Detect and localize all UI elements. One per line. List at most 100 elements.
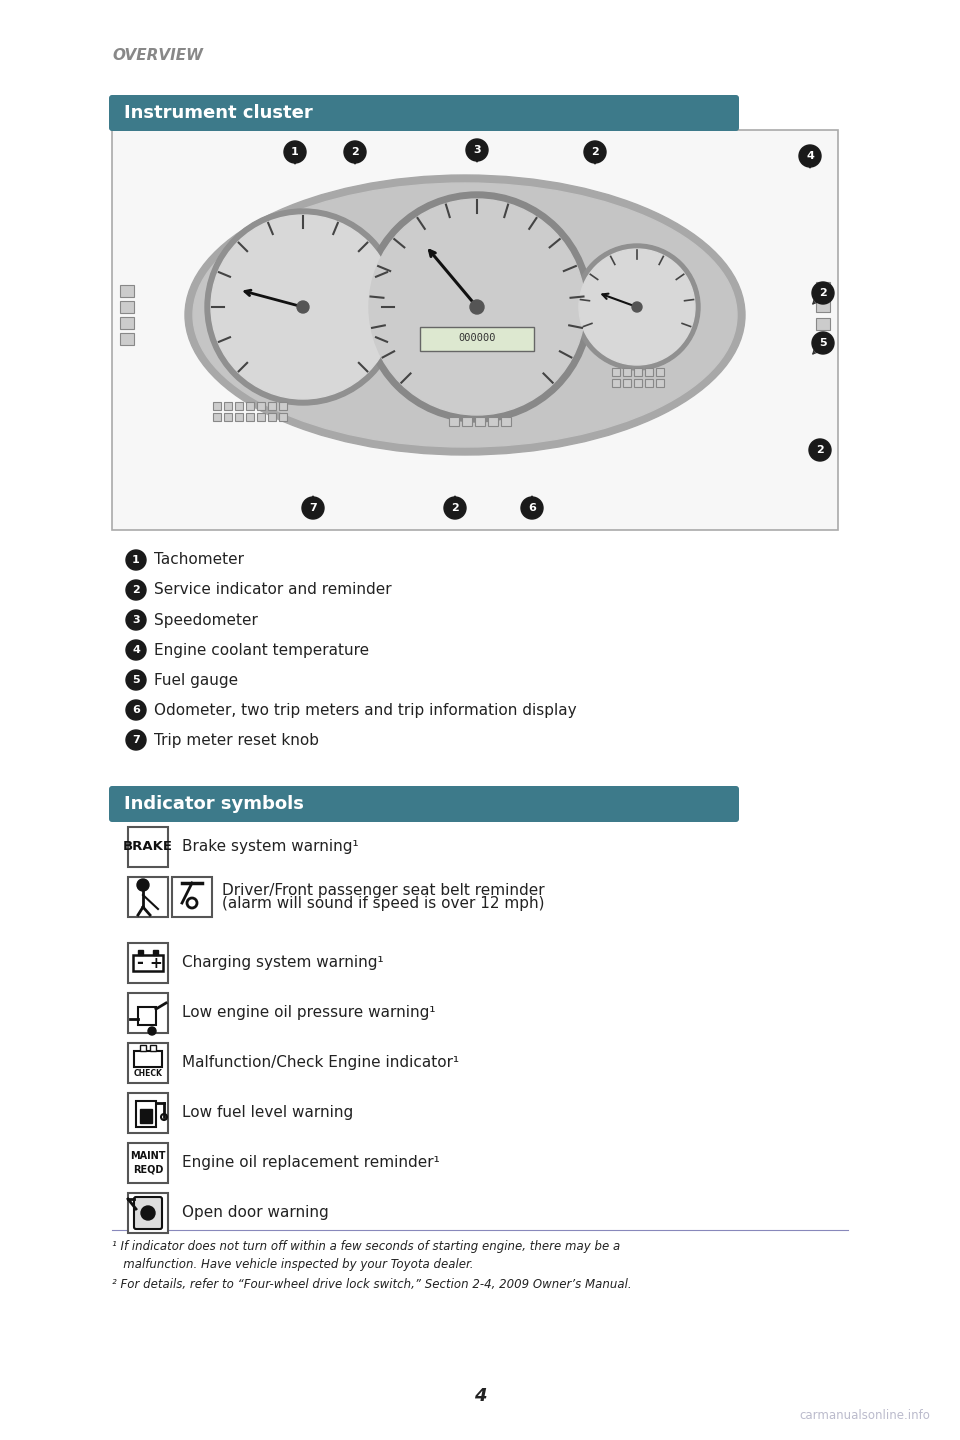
FancyBboxPatch shape: [140, 1045, 146, 1051]
Text: 7: 7: [309, 503, 317, 513]
Text: Odometer, two trip meters and trip information display: Odometer, two trip meters and trip infor…: [154, 703, 577, 717]
Text: Tachometer: Tachometer: [154, 553, 244, 567]
FancyBboxPatch shape: [612, 369, 620, 376]
Circle shape: [466, 140, 488, 161]
Text: 5: 5: [819, 338, 827, 348]
Text: Service indicator and reminder: Service indicator and reminder: [154, 583, 392, 598]
FancyBboxPatch shape: [224, 402, 232, 410]
Text: CHECK: CHECK: [133, 1070, 162, 1079]
Text: Fuel gauge: Fuel gauge: [154, 672, 238, 687]
Text: 4: 4: [473, 1387, 487, 1405]
Text: Malfunction/Check Engine indicator¹: Malfunction/Check Engine indicator¹: [182, 1056, 459, 1070]
Text: 4: 4: [132, 645, 140, 655]
Text: (alarm will sound if speed is over 12 mph): (alarm will sound if speed is over 12 mp…: [222, 896, 544, 912]
Circle shape: [812, 333, 834, 354]
FancyBboxPatch shape: [257, 413, 265, 420]
Text: carmanualsonline.info: carmanualsonline.info: [799, 1408, 930, 1423]
FancyBboxPatch shape: [224, 413, 232, 420]
Text: 3: 3: [473, 145, 481, 156]
Text: Engine oil replacement reminder¹: Engine oil replacement reminder¹: [182, 1155, 440, 1171]
Text: Driver/Front passenger seat belt reminder: Driver/Front passenger seat belt reminde…: [222, 883, 544, 899]
FancyBboxPatch shape: [623, 369, 631, 376]
FancyBboxPatch shape: [150, 1045, 156, 1051]
FancyBboxPatch shape: [279, 402, 287, 410]
Circle shape: [812, 282, 834, 304]
Text: 3: 3: [132, 615, 140, 625]
Circle shape: [809, 439, 831, 461]
Text: ¹ If indicator does not turn off within a few seconds of starting engine, there : ¹ If indicator does not turn off within …: [112, 1240, 620, 1253]
FancyBboxPatch shape: [634, 369, 642, 376]
FancyBboxPatch shape: [816, 300, 830, 312]
FancyBboxPatch shape: [257, 402, 265, 410]
Circle shape: [470, 300, 484, 314]
Text: 2: 2: [451, 503, 459, 513]
Text: 6: 6: [528, 503, 536, 513]
Text: 2: 2: [591, 147, 599, 157]
Circle shape: [584, 141, 606, 163]
FancyBboxPatch shape: [501, 418, 511, 426]
Circle shape: [148, 1027, 156, 1035]
FancyBboxPatch shape: [120, 285, 134, 297]
Circle shape: [799, 145, 821, 167]
Text: Instrument cluster: Instrument cluster: [124, 104, 313, 122]
Text: 2: 2: [819, 288, 827, 298]
FancyBboxPatch shape: [462, 418, 472, 426]
FancyBboxPatch shape: [246, 413, 254, 420]
Ellipse shape: [193, 183, 737, 446]
FancyBboxPatch shape: [279, 413, 287, 420]
Text: 4: 4: [806, 151, 814, 161]
Text: malfunction. Have vehicle inspected by your Toyota dealer.: malfunction. Have vehicle inspected by y…: [112, 1259, 473, 1272]
FancyBboxPatch shape: [420, 327, 534, 351]
FancyBboxPatch shape: [816, 282, 830, 294]
FancyBboxPatch shape: [213, 413, 221, 420]
Text: 2: 2: [816, 445, 824, 455]
Text: 2: 2: [132, 585, 140, 595]
FancyBboxPatch shape: [645, 369, 653, 376]
Circle shape: [126, 580, 146, 600]
Text: Open door warning: Open door warning: [182, 1205, 328, 1221]
FancyBboxPatch shape: [213, 402, 221, 410]
Circle shape: [126, 611, 146, 631]
Circle shape: [362, 192, 592, 422]
Text: MAINT: MAINT: [131, 1151, 166, 1161]
Text: Charging system warning¹: Charging system warning¹: [182, 956, 384, 971]
Text: Speedometer: Speedometer: [154, 612, 258, 628]
Circle shape: [297, 301, 309, 312]
FancyBboxPatch shape: [128, 1043, 168, 1083]
FancyBboxPatch shape: [140, 1109, 152, 1123]
FancyBboxPatch shape: [235, 402, 243, 410]
FancyBboxPatch shape: [109, 786, 739, 822]
FancyBboxPatch shape: [128, 994, 168, 1032]
FancyBboxPatch shape: [235, 413, 243, 420]
Text: 6: 6: [132, 706, 140, 716]
Text: 2: 2: [351, 147, 359, 157]
FancyBboxPatch shape: [268, 413, 276, 420]
Circle shape: [521, 497, 543, 518]
FancyBboxPatch shape: [656, 379, 664, 387]
FancyBboxPatch shape: [128, 1093, 168, 1133]
Text: 7: 7: [132, 734, 140, 744]
FancyBboxPatch shape: [128, 877, 168, 917]
FancyBboxPatch shape: [816, 318, 830, 330]
Text: 1: 1: [291, 147, 299, 157]
FancyBboxPatch shape: [656, 369, 664, 376]
Circle shape: [444, 497, 466, 518]
Text: Brake system warning¹: Brake system warning¹: [182, 840, 359, 854]
FancyBboxPatch shape: [645, 379, 653, 387]
Circle shape: [284, 141, 306, 163]
FancyBboxPatch shape: [109, 95, 739, 131]
FancyBboxPatch shape: [128, 1192, 168, 1233]
Circle shape: [126, 730, 146, 750]
Text: Engine coolant temperature: Engine coolant temperature: [154, 642, 370, 658]
Text: 5: 5: [132, 675, 140, 685]
Text: +: +: [150, 956, 162, 971]
Text: OVERVIEW: OVERVIEW: [112, 48, 203, 63]
FancyBboxPatch shape: [246, 402, 254, 410]
FancyBboxPatch shape: [138, 950, 143, 955]
Circle shape: [632, 302, 642, 312]
Text: 000000: 000000: [458, 333, 495, 343]
FancyBboxPatch shape: [128, 827, 168, 867]
Text: BRAKE: BRAKE: [123, 841, 173, 854]
Circle shape: [126, 670, 146, 690]
Text: Low fuel level warning: Low fuel level warning: [182, 1106, 353, 1120]
